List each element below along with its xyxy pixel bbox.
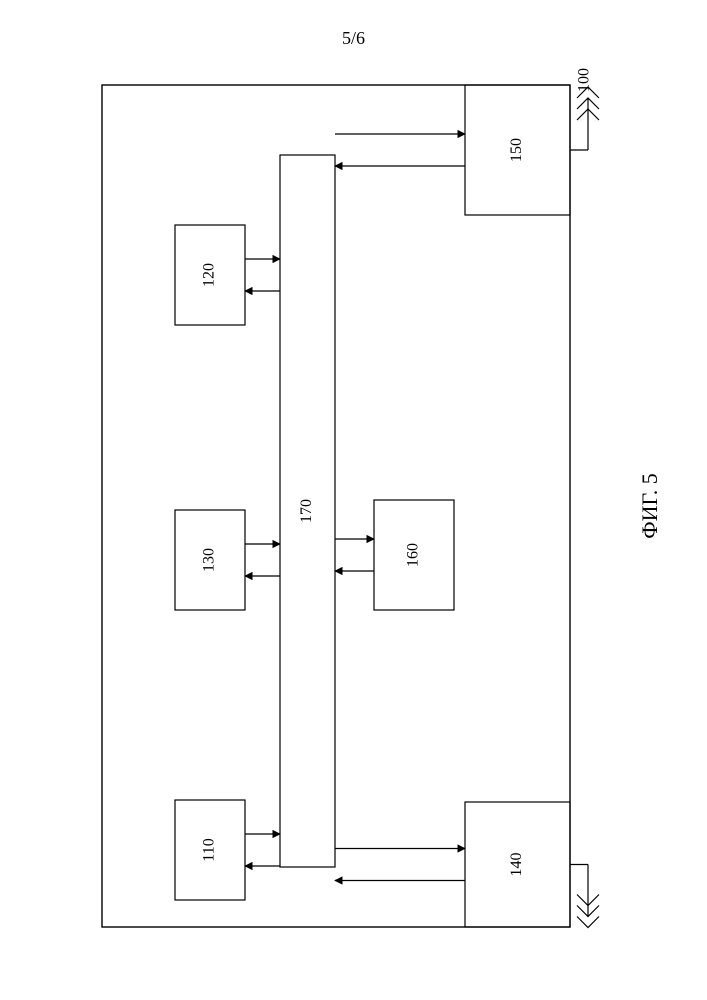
block-label: 170: [298, 499, 315, 523]
block-label: 140: [508, 853, 525, 877]
block-label: 130: [201, 548, 218, 572]
block-label: 120: [201, 263, 218, 287]
figure-caption: ФИГ. 5: [637, 473, 662, 539]
block-label: 150: [508, 138, 525, 162]
page-header: 5/6: [342, 28, 365, 48]
block-label: 160: [405, 543, 422, 567]
block-label: 110: [201, 838, 218, 861]
